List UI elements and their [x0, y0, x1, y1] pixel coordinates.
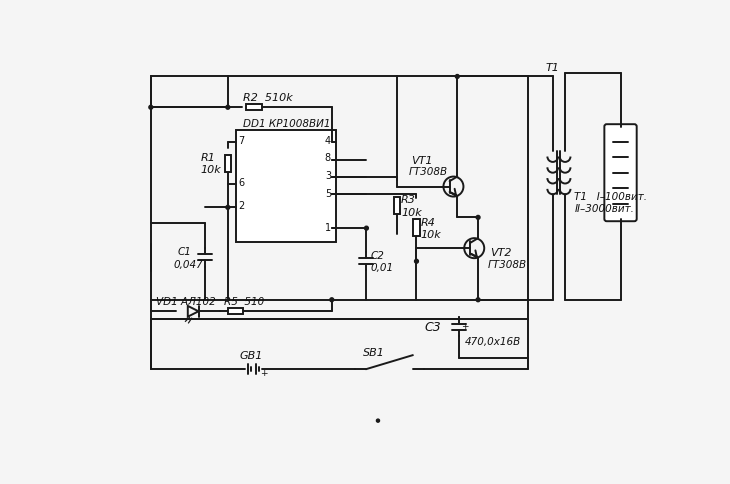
- Text: 10k: 10k: [201, 165, 222, 175]
- Bar: [228, 309, 243, 315]
- Text: +: +: [260, 369, 268, 378]
- Text: 7: 7: [239, 136, 245, 145]
- Circle shape: [476, 216, 480, 220]
- Text: 10k: 10k: [420, 229, 441, 240]
- Text: 0,01: 0,01: [370, 263, 393, 273]
- Bar: [245, 105, 263, 111]
- Text: VT1: VT1: [411, 155, 433, 165]
- Circle shape: [456, 76, 459, 79]
- Circle shape: [226, 206, 230, 210]
- Circle shape: [330, 175, 334, 179]
- Circle shape: [149, 106, 153, 110]
- Text: 5: 5: [325, 188, 331, 198]
- Text: R2  510k: R2 510k: [243, 93, 293, 103]
- Text: VT2: VT2: [490, 247, 511, 257]
- Text: DD1 КР1008ВИ1: DD1 КР1008ВИ1: [243, 119, 331, 128]
- Text: 3: 3: [325, 171, 331, 181]
- Bar: [394, 197, 400, 214]
- Text: ГТ308В: ГТ308В: [488, 259, 527, 269]
- Text: 4: 4: [325, 136, 331, 145]
- Circle shape: [476, 298, 480, 302]
- Text: C1: C1: [178, 247, 192, 257]
- Circle shape: [364, 227, 369, 230]
- Text: 470,0х16В: 470,0х16В: [465, 336, 521, 346]
- Text: T1: T1: [546, 63, 560, 73]
- Text: 10k: 10k: [401, 207, 422, 217]
- Text: 6: 6: [239, 178, 245, 188]
- Text: 8: 8: [325, 153, 331, 163]
- Text: T1   I–100вит.: T1 I–100вит.: [575, 191, 648, 201]
- Circle shape: [330, 298, 334, 302]
- Text: ГТ308В: ГТ308В: [409, 167, 448, 177]
- Text: R5  510: R5 510: [224, 297, 264, 307]
- Circle shape: [330, 141, 334, 145]
- Bar: [225, 155, 231, 172]
- Text: C2: C2: [370, 251, 384, 260]
- Text: II–3000вит.: II–3000вит.: [575, 204, 634, 213]
- Text: 0,047: 0,047: [174, 259, 204, 269]
- Text: SB1: SB1: [363, 348, 385, 357]
- Text: R1: R1: [201, 152, 216, 163]
- Text: 2: 2: [239, 201, 245, 211]
- Bar: [236, 131, 336, 242]
- Circle shape: [415, 260, 418, 264]
- Circle shape: [330, 193, 334, 197]
- Text: 1: 1: [325, 222, 331, 232]
- Text: VD1 АЛ102: VD1 АЛ102: [156, 297, 216, 307]
- Circle shape: [226, 106, 230, 110]
- Circle shape: [377, 419, 380, 423]
- Text: C3: C3: [424, 320, 441, 333]
- Text: +: +: [461, 322, 469, 331]
- Text: R3: R3: [401, 195, 416, 205]
- Text: GB1: GB1: [239, 350, 263, 361]
- FancyBboxPatch shape: [604, 125, 637, 222]
- Text: R4: R4: [420, 217, 435, 227]
- Bar: [413, 220, 420, 237]
